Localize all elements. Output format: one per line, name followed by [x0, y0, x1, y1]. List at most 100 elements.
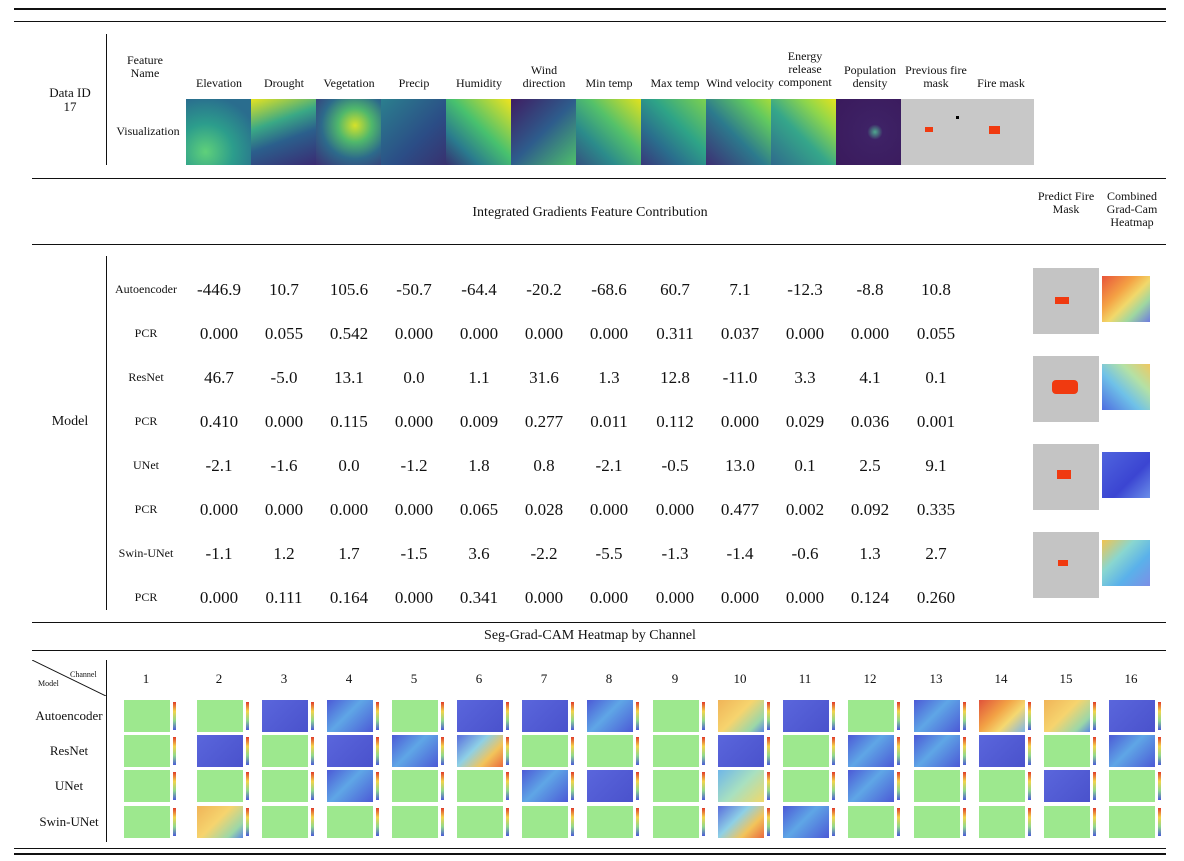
- ig-cell: 0.0: [338, 456, 360, 475]
- vrule-seg: [106, 660, 107, 842]
- feature-header: Drought: [264, 76, 304, 90]
- ig-cell: -5.5: [595, 544, 623, 563]
- viz-wind-velocity: [706, 99, 771, 165]
- channel-header: 10: [733, 671, 747, 686]
- viz-energy-release: [771, 99, 836, 165]
- seg-heatmap-cell: [262, 806, 314, 838]
- corner-channel-label: Channel: [70, 670, 97, 679]
- ig-cell: -64.4: [461, 280, 497, 299]
- seg-heatmap-cell: [979, 735, 1031, 767]
- seg-heatmap-cell: [1044, 735, 1096, 767]
- seg-heatmap-cell: [783, 806, 835, 838]
- ig-cell: 0.477: [720, 500, 760, 519]
- vrule-features: [106, 34, 107, 165]
- ig-cell: 2.5: [859, 456, 881, 475]
- ig-cell: 9.1: [925, 456, 947, 475]
- vrule-model: [106, 256, 107, 610]
- ig-cell: 0.037: [720, 324, 760, 343]
- seg-heatmap-cell: [124, 735, 176, 767]
- seg-heatmap-cell: [1109, 700, 1161, 732]
- ig-row-label: ResNet: [128, 370, 164, 384]
- ig-cell: 0.000: [199, 500, 239, 519]
- seg-heatmap-cell: [392, 806, 444, 838]
- ig-cell: 0.000: [524, 324, 564, 343]
- ig-cell: -1.4: [726, 544, 754, 563]
- seg-heatmap-cell: [718, 806, 770, 838]
- ig-cell: -8.8: [856, 280, 884, 299]
- feature-name-label: Feature Name: [127, 53, 163, 81]
- predict-mask-swin-unet: [1033, 532, 1099, 598]
- corner-model-label: Model: [38, 679, 59, 688]
- combined-gradcam-autoencoder: [1102, 276, 1150, 322]
- ig-cell: 0.000: [720, 588, 760, 607]
- ig-cell: 0.124: [850, 588, 890, 607]
- ig-cell: -20.2: [526, 280, 562, 299]
- feature-header: Humidity: [455, 76, 502, 90]
- seg-heatmap-cell: [587, 770, 639, 802]
- seg-heatmap-cell: [457, 735, 509, 767]
- seg-heatmap-cell: [587, 735, 639, 767]
- channel-header: 16: [1124, 671, 1138, 686]
- ig-cell: -2.2: [530, 544, 558, 563]
- viz-population-density: [836, 99, 901, 165]
- ig-cell: 0.029: [785, 412, 825, 431]
- ig-cell: 0.000: [264, 412, 304, 431]
- predict-mask-resnet: [1033, 356, 1099, 422]
- top-rule-2: [14, 21, 1166, 22]
- ig-row-label: UNet: [133, 458, 159, 472]
- ig-cell: -446.9: [197, 280, 241, 299]
- seg-heatmap-cell: [327, 806, 379, 838]
- channel-header: 2: [215, 671, 223, 686]
- seg-heatmap-cell: [783, 770, 835, 802]
- top-rule: [14, 8, 1166, 10]
- seg-model-label: ResNet: [49, 743, 89, 758]
- seg-heatmap-cell: [979, 770, 1031, 802]
- ig-cell: 0.000: [589, 324, 629, 343]
- seg-heatmap-cell: [914, 770, 966, 802]
- seg-heatmap-cell: [848, 770, 900, 802]
- ig-cell: 46.7: [204, 368, 234, 387]
- ig-cell: -1.3: [661, 544, 689, 563]
- ig-cell: 0.002: [785, 500, 825, 519]
- ig-cell: 3.6: [468, 544, 490, 563]
- seg-heatmap-cell: [848, 806, 900, 838]
- ig-cell: 0.011: [590, 412, 628, 431]
- seg-heatmap-cell: [262, 700, 314, 732]
- rule-seg-title: [32, 650, 1166, 651]
- ig-cell: 0.009: [459, 412, 499, 431]
- ig-cell: 0.8: [533, 456, 555, 475]
- combined-gradcam-label: Combined Grad-Cam Heatmap: [1106, 189, 1158, 230]
- ig-row-label: Autoencoder: [115, 282, 177, 296]
- ig-cell: 1.3: [859, 544, 881, 563]
- ig-cell: 0.410: [199, 412, 239, 431]
- ig-cell: -50.7: [396, 280, 432, 299]
- ig-cell: 7.1: [729, 280, 751, 299]
- channel-header: 14: [994, 671, 1008, 686]
- ig-cell: 0.277: [524, 412, 564, 431]
- ig-cell: -12.3: [787, 280, 823, 299]
- seg-heatmap-cell: [197, 700, 249, 732]
- viz-min-temp: [576, 99, 641, 165]
- combined-gradcam-resnet: [1102, 364, 1150, 410]
- seg-heatmap-cell: [848, 700, 900, 732]
- ig-cell: 0.000: [589, 588, 629, 607]
- ig-cell: 0.112: [656, 412, 694, 431]
- channel-header: 1: [142, 671, 150, 686]
- ig-cell: 0.036: [850, 412, 890, 431]
- seg-heatmap-cell: [1044, 770, 1096, 802]
- feature-header: Elevation: [196, 76, 242, 90]
- ig-cell: 2.7: [925, 544, 947, 563]
- ig-cell: -1.5: [400, 544, 428, 563]
- seg-heatmap-cell: [653, 735, 705, 767]
- ig-cell: 1.7: [338, 544, 360, 563]
- ig-row-label: PCR: [134, 326, 158, 340]
- ig-cell: 0.000: [785, 588, 825, 607]
- ig-cell: 0.1: [925, 368, 947, 387]
- ig-cell: 0.055: [916, 324, 956, 343]
- feature-header: Population density: [843, 63, 896, 91]
- channel-header: 6: [475, 671, 483, 686]
- ig-cell: -1.2: [400, 456, 428, 475]
- ig-cell: 0.000: [394, 588, 434, 607]
- ig-cell: 0.0: [403, 368, 425, 387]
- predict-fire-mask-label: Predict Fire Mask: [1037, 189, 1095, 217]
